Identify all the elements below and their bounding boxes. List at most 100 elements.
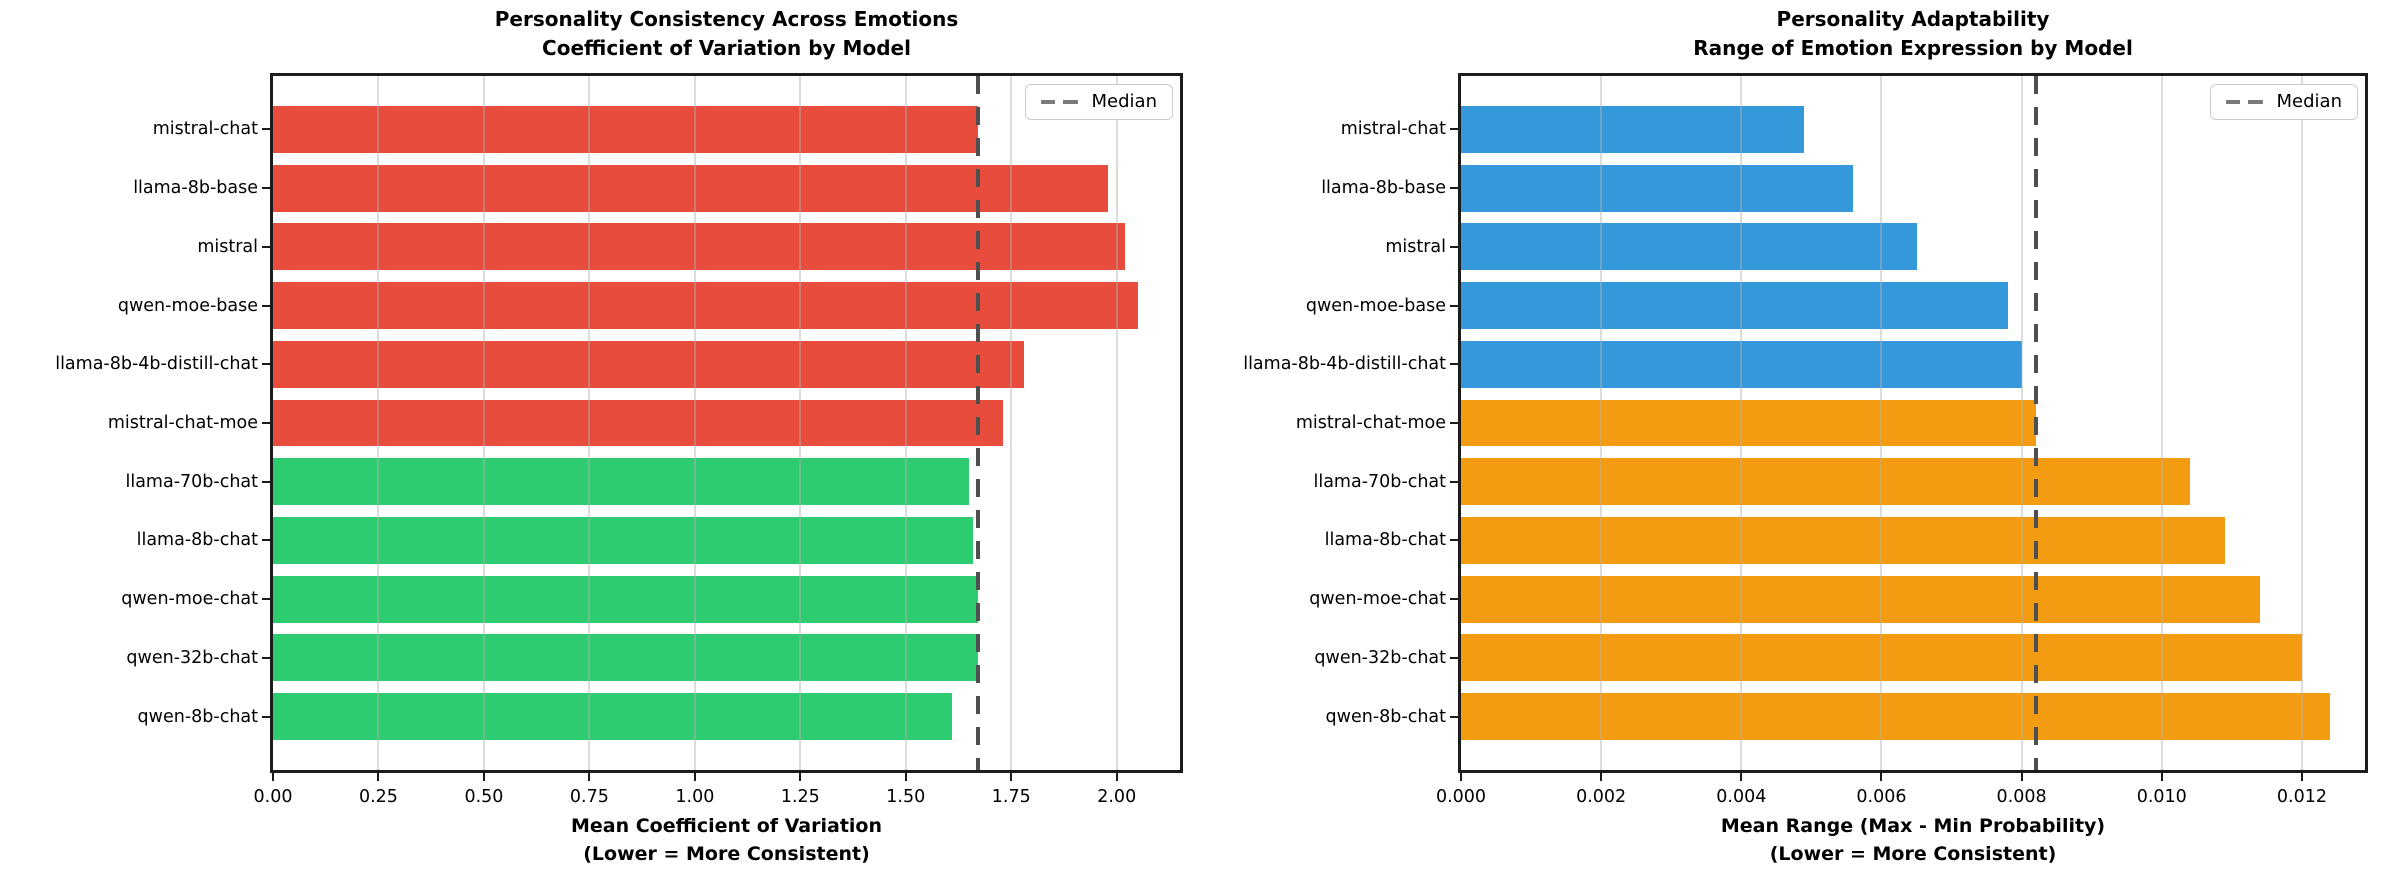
x-tick-label: 0.000 [1435,787,1487,807]
x-tick-label: 0.006 [1856,787,1907,807]
y-tick [262,128,270,131]
x-tick [1600,773,1603,781]
y-tick-label: mistral [1385,236,1446,257]
x-tick [1740,773,1743,781]
x-tick-label: 0.008 [1996,787,2047,807]
bar [1461,340,2022,388]
bar [273,223,1126,271]
bar [273,282,1138,330]
y-tick-label: llama-8b-4b-distill-chat [55,354,258,375]
y-tick-label: mistral [197,236,258,257]
x-tick-label: 1.50 [886,787,926,807]
y-tick-label: qwen-32b-chat [1314,647,1446,668]
y-tick-label: llama-8b-chat [1324,530,1446,551]
median-dash-icon [1040,100,1078,104]
y-tick-label: qwen-moe-chat [1309,589,1446,610]
bar [273,105,978,153]
y-tick [1450,304,1458,307]
x-tick [904,773,907,781]
y-tick [262,598,270,601]
y-tick-label: qwen-moe-chat [121,589,258,610]
x-tick-label: 0.002 [1576,787,1627,807]
gridline [1115,76,1118,770]
bar [1461,282,2008,330]
y-tick [1450,422,1458,424]
x-tick [482,773,485,781]
y-tick [1450,187,1458,190]
bar [273,164,1109,212]
y-tick-label: mistral-chat-moe [107,412,258,433]
x-axis-title-line1: Mean Coefficient of Variation [570,815,882,837]
bar [1461,399,2036,447]
gridline [1880,76,1883,770]
x-tick [1880,773,1883,781]
x-tick-label: 0.012 [2276,787,2327,807]
y-tick-label: qwen-moe-base [1305,295,1446,316]
y-tick [262,422,270,424]
x-tick [1010,773,1013,781]
gridline [799,76,802,770]
y-tick-label: qwen-moe-base [117,295,258,316]
bar [273,458,970,506]
gridline [482,76,485,770]
bar [1461,164,1854,212]
x-axis-ticks: 0.000 0.002 0.004 0.006 0.008 0.010 0.012 [1436,773,2365,813]
bar [273,399,1003,447]
y-tick [262,656,270,659]
y-tick [1450,245,1458,248]
x-tick [693,773,696,781]
gridline [1740,76,1743,770]
median-dash-icon [2225,100,2263,104]
chart-title-line2: Range of Emotion Expression by Model [1693,36,2133,60]
chart-title-line1: Personality Adaptability [1776,7,2050,31]
median-line [975,76,980,770]
chart-title-line1: Personality Consistency Across Emotions [494,7,959,31]
bar [273,693,953,741]
x-axis-ticks: 0.00 0.25 0.50 0.75 1.00 1.25 1.50 1.75 2.00 [254,773,1180,813]
x-tick [588,773,591,781]
bar [1461,693,2330,741]
x-tick-label: 1.75 [991,787,1031,807]
y-tick [262,304,270,307]
x-axis-title-line2: (Lower = More Consistent) [583,843,870,865]
chart-title: Personality Consistency Across Emotions … [270,5,1183,63]
gridline [2300,76,2303,770]
x-tick-label: 1.00 [675,787,715,807]
y-tick-label: mistral-chat-moe [1295,412,1446,433]
y-tick [1450,480,1458,483]
y-tick-label: llama-8b-base [1321,178,1446,199]
gridline [588,76,591,770]
y-tick-label: llama-8b-chat [136,530,258,551]
x-tick [2300,773,2303,781]
y-tick-label: mistral-chat [152,119,258,140]
x-tick-label: 0.00 [253,787,293,807]
y-tick [262,245,270,248]
gridline [1600,76,1603,770]
bar [273,575,978,623]
y-tick [262,187,270,190]
y-tick [1450,598,1458,601]
x-tick-label: 0.75 [569,787,609,807]
gridline [1010,76,1013,770]
x-tick [2020,773,2023,781]
bar [1461,458,2190,506]
plot-area: Median [262,73,1183,773]
bar [273,516,974,564]
plot-area: Median [1450,73,2368,773]
chart-title-line2: Coefficient of Variation by Model [542,36,911,60]
x-tick-label: 0.010 [2136,787,2187,807]
y-tick [1450,363,1458,366]
y-tick [1450,656,1458,659]
chart-title: Personality Adaptability Range of Emotio… [1458,5,2368,63]
gridline [2020,76,2023,770]
x-tick-label: 0.50 [464,787,504,807]
gridline [904,76,907,770]
y-tick [1450,128,1458,131]
bar [273,634,978,682]
y-tick [1450,715,1458,718]
y-tick-label: qwen-8b-chat [137,706,258,727]
bar [1461,223,1917,271]
x-tick [272,773,274,781]
y-axis-labels: mistral-chat llama-8b-base mistral qwen-moe… [1194,73,1446,773]
